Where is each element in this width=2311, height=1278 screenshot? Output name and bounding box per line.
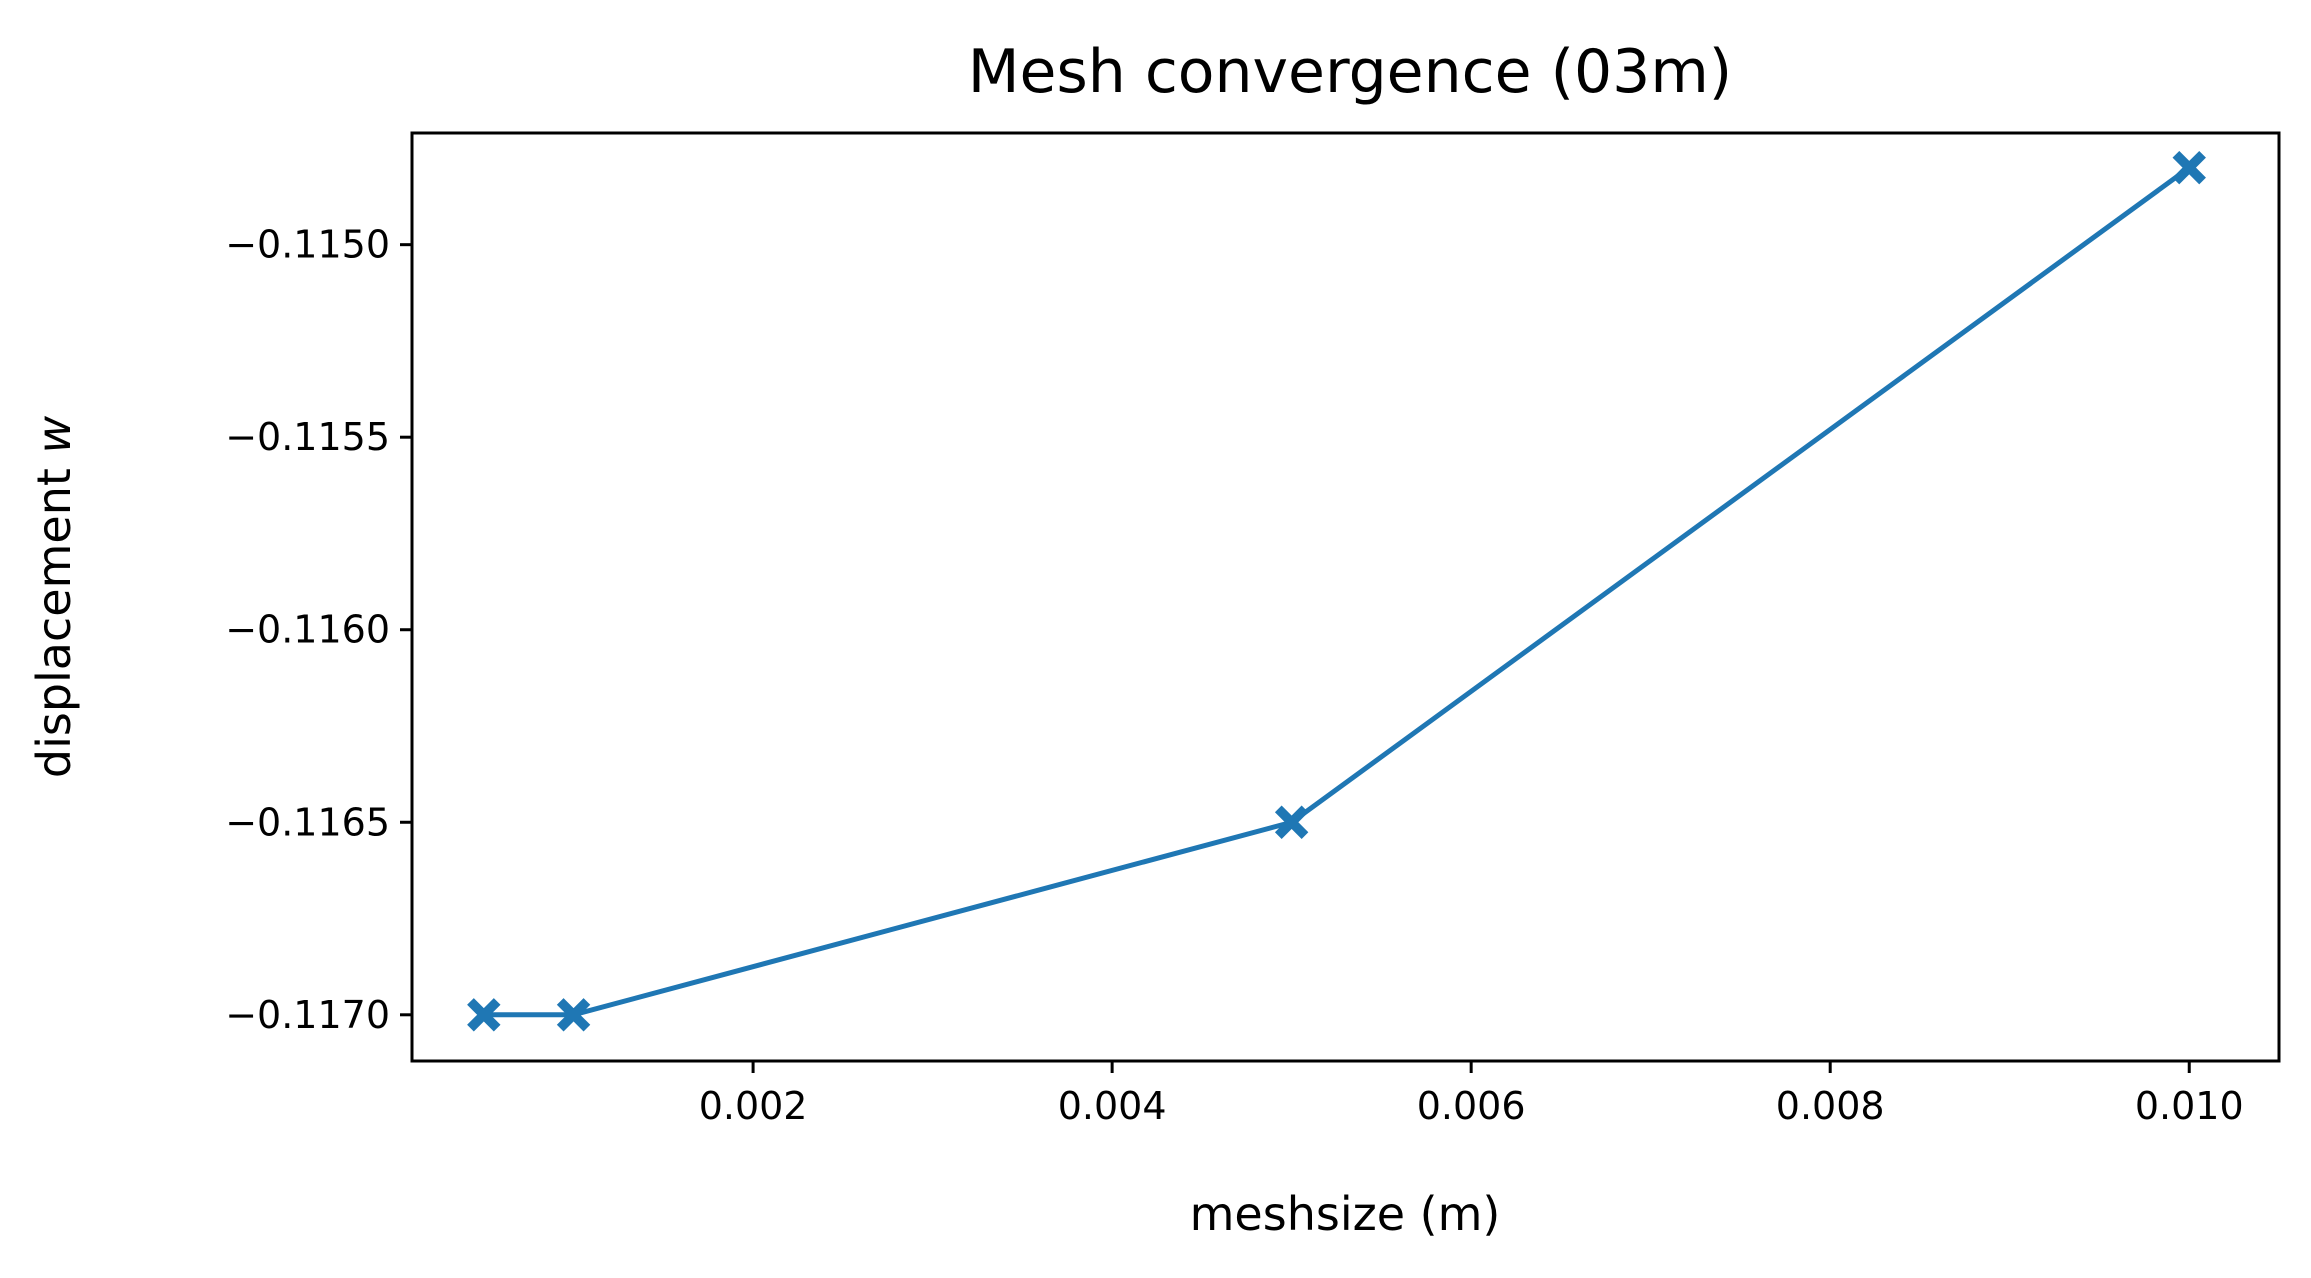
y-tick-label: −0.1165 [225, 800, 390, 844]
series-layer [467, 150, 2206, 1032]
y-axis-label-symbol: w [27, 415, 81, 453]
data-point [1274, 805, 1309, 839]
series-line [483, 165, 2191, 1018]
y-axis-label: displacement w [27, 415, 81, 778]
data-point [556, 998, 591, 1032]
y-tick-label: −0.1170 [225, 993, 390, 1037]
y-tick-label: −0.1150 [225, 223, 390, 267]
y-tick-label: −0.1160 [225, 608, 390, 652]
y-axis: −0.1150 −0.1155 −0.1160 −0.1165 −0.1170 [225, 223, 412, 1037]
plot-area: 0.002 0.004 0.006 0.008 0.010 −0.1150 −0.1155… [225, 131, 2281, 1128]
y-axis-label-text: displacement [27, 453, 81, 778]
x-axis: 0.002 0.004 0.006 0.008 0.010 [699, 1061, 2244, 1128]
x-tick-label: 0.004 [1058, 1084, 1167, 1128]
x-tick-label: 0.008 [1776, 1084, 1885, 1128]
x-tick-label: 0.010 [2135, 1084, 2244, 1128]
data-point [467, 998, 501, 1032]
data-point [2172, 150, 2206, 185]
x-axis-label: meshsize (m) [1190, 1187, 1501, 1241]
chart-title: Mesh convergence (03m) [968, 37, 1732, 107]
x-tick-label: 0.006 [1417, 1084, 1526, 1128]
y-tick-label: −0.1155 [225, 415, 390, 459]
x-tick-label: 0.002 [699, 1084, 808, 1128]
axes-frame [410, 131, 2281, 1063]
